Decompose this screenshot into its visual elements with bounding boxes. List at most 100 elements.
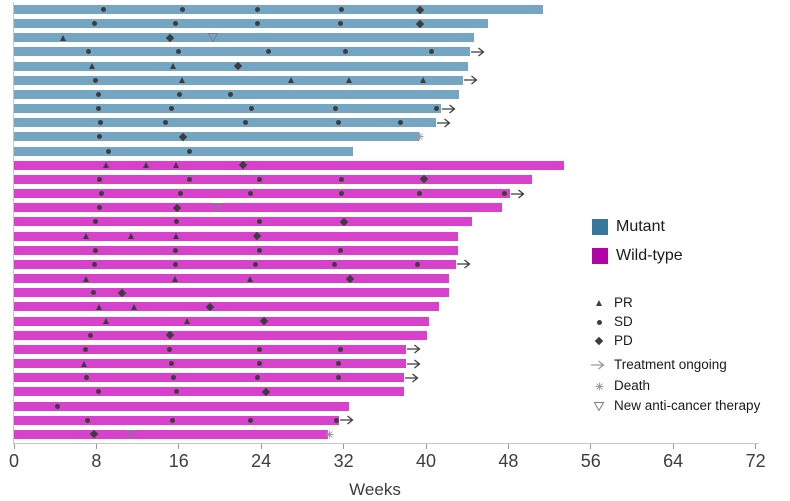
pr-marker-icon [173,162,180,169]
sd-marker-icon [173,247,179,253]
pr-marker-icon [346,77,353,84]
sd-marker-icon [249,106,255,112]
pr-marker-icon [179,77,186,84]
y-axis-line [13,2,14,443]
swimmer-bar [14,104,442,114]
x-axis-tick-label: 72 [745,451,766,471]
swimmer-bar [14,146,353,156]
sd-marker-icon [95,91,101,97]
sd-marker-icon [171,375,177,381]
sd-marker-icon [343,49,349,55]
sd-marker-icon [254,375,260,381]
legend-label-wild-type: Wild-type [616,247,683,264]
swimmer-bar [14,89,459,99]
sd-marker-icon [90,290,96,296]
sd-marker-icon [92,219,98,225]
new-therapy-icon [211,203,223,213]
sd-marker-icon [177,91,183,97]
sd-marker-icon [256,361,262,367]
legend-label-pd: PD [614,333,633,348]
ongoing-arrow-icon [340,415,355,425]
sd-marker-icon [254,21,260,27]
sd-marker-icon [256,219,262,225]
sd-marker-icon [248,417,254,423]
sd-marker-icon [106,148,112,154]
swimmer-bar [14,415,340,425]
pr-marker-icon [143,162,150,169]
sd-marker-icon [186,176,192,182]
swimmer-bar [14,359,407,369]
swimmer-bar [14,132,419,142]
sd-marker-icon [82,346,88,352]
swimmer-bar [14,174,533,184]
legend-label-mutant: Mutant [616,218,665,235]
x-axis-title: Weeks [349,480,401,499]
sd-marker-icon [91,21,97,27]
x-axis-tick-label: 0 [8,451,19,471]
swimmer-bar [14,217,473,227]
x-axis-tick-label: 8 [91,451,102,471]
ongoing-arrow-icon [442,104,456,114]
ongoing-arrow-icon [464,75,478,85]
swimmer-bar [14,316,430,326]
sd-marker-icon [96,134,102,140]
pr-marker-icon [247,275,254,282]
pr-marker-icon [59,34,66,41]
death-icon [325,430,334,439]
sd-marker-icon [335,375,341,381]
sd-marker-icon [333,417,339,423]
swimmer-bar [14,189,511,199]
pr-marker-icon [131,303,137,310]
pd-marker-icon [594,336,604,346]
swimmer-bar [14,33,475,43]
x-axis-tick [755,444,757,449]
sd-marker-icon [338,346,343,352]
sd-marker-icon [252,261,258,267]
swimmer-bar [14,245,458,255]
swimmer-bar [14,160,565,170]
sd-marker-icon [338,247,343,253]
sd-marker-icon [87,332,93,338]
new-therapy-icon [207,33,219,43]
sd-marker-icon [170,417,176,423]
death-icon [595,382,603,390]
pr-marker-icon [103,162,110,169]
x-axis-tick [260,444,262,449]
sd-marker-icon [54,403,60,409]
pr-marker-icon [170,63,177,70]
pr-marker-icon [80,360,87,367]
x-axis-tick [425,444,427,449]
sd-marker-icon [256,346,262,352]
swimmer-bar [14,259,456,269]
sd-marker-icon [397,120,403,126]
swimmer-bar [14,75,464,85]
legend-swatch-mutant [592,219,608,235]
x-axis-tick [178,444,180,449]
pr-marker-icon [172,275,179,282]
pr-marker-icon [595,300,602,306]
ongoing-arrow-icon [471,47,485,57]
pr-marker-icon [82,233,89,240]
sd-marker-icon [173,261,179,267]
sd-marker-icon [96,205,102,211]
ongoing-arrow-icon [407,344,421,354]
pr-marker-icon [82,275,89,282]
swimmer-bar [14,231,458,241]
pr-marker-icon [420,77,427,84]
sd-marker-icon [332,106,338,112]
x-axis-tick-label: 56 [580,451,601,471]
sd-marker-icon [101,7,107,12]
legend-label-sd: SD [614,314,633,329]
ongoing-arrow-icon [407,359,421,369]
ongoing-arrow-icon [456,259,471,269]
swimmer-bar [14,373,405,383]
swimmer-bar [14,387,405,397]
sd-marker-icon [428,49,434,55]
sd-marker-icon [339,7,345,12]
swimmer-bar [14,401,349,411]
legend-swatch-wild-type [592,248,608,264]
swimmer-bar [14,118,437,128]
sd-marker-icon [83,375,89,381]
new-therapy-icon [593,401,605,412]
